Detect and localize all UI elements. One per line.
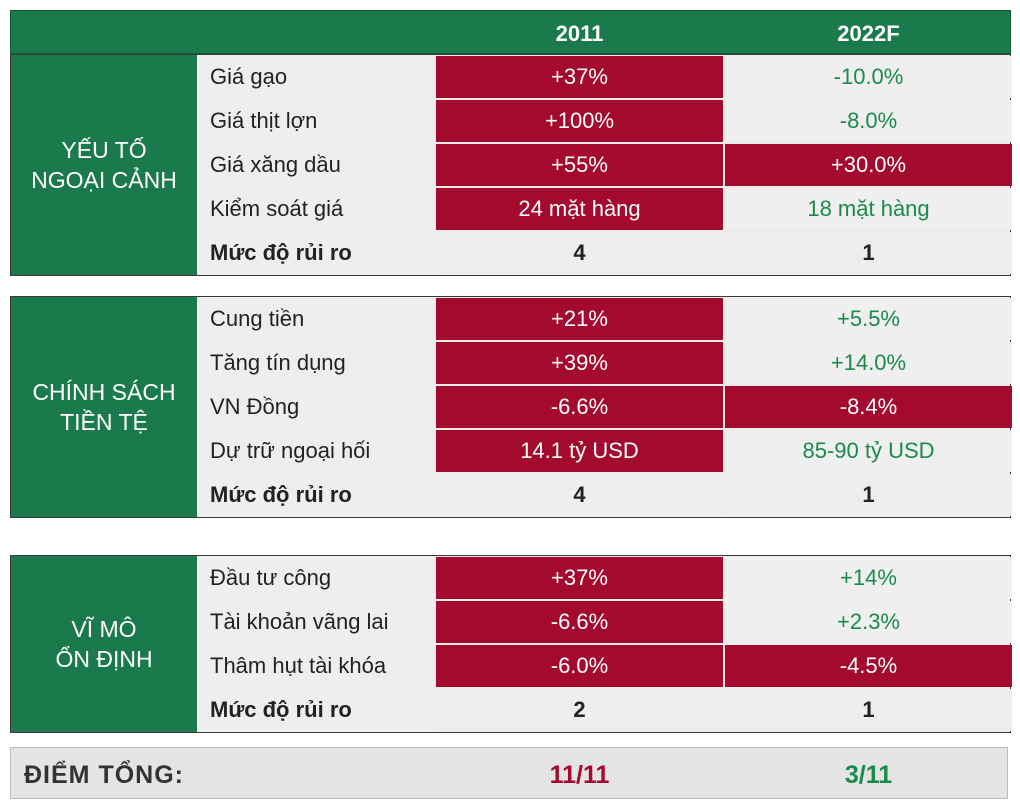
- table-row: Giá thịt lợn +100% -8.0%: [197, 99, 1012, 143]
- row-label: Thâm hụt tài khóa: [197, 644, 436, 688]
- row-label: Tăng tín dụng: [197, 341, 436, 385]
- value-2022f: 1: [725, 232, 1012, 274]
- value-2011: -6.0%: [436, 645, 723, 687]
- column-header-2022f: 2022F: [837, 21, 900, 46]
- value-2022f: 85-90 tỷ USD: [725, 430, 1012, 472]
- table-row: Đầu tư công +37% +14%: [197, 556, 1012, 600]
- value-2022f: +14.0%: [725, 342, 1012, 384]
- value-2022f: 1: [725, 689, 1012, 731]
- value-2011: 14.1 tỷ USD: [436, 430, 723, 472]
- value-2022f: 1: [725, 474, 1012, 516]
- value-2011: +39%: [436, 342, 723, 384]
- table-row: Cung tiền +21% +5.5%: [197, 297, 1012, 341]
- table-row: Giá gạo +37% -10.0%: [197, 55, 1012, 99]
- row-label: Giá xăng dầu: [197, 143, 436, 187]
- value-2022f: +30.0%: [725, 144, 1012, 186]
- row-label: Đầu tư công: [197, 556, 436, 600]
- table-row: Tăng tín dụng +39% +14.0%: [197, 341, 1012, 385]
- value-2022f: -10.0%: [725, 56, 1012, 98]
- value-2022f: 18 mặt hàng: [725, 188, 1012, 230]
- table-header: 2011 2022F: [10, 10, 1011, 54]
- value-2022f: +14%: [725, 557, 1012, 599]
- value-2022f: +2.3%: [725, 601, 1012, 643]
- row-label: Giá thịt lợn: [197, 99, 436, 143]
- table-row: Tài khoản vãng lai -6.6% +2.3%: [197, 600, 1012, 644]
- total-score-2022f: 3/11: [844, 761, 893, 789]
- value-2022f: -4.5%: [725, 645, 1012, 687]
- value-2011: +21%: [436, 298, 723, 340]
- row-label: Giá gạo: [197, 55, 436, 99]
- total-score-label: ĐIỂM TỔNG:: [24, 761, 184, 789]
- column-header-2011: 2011: [555, 21, 604, 46]
- section-block: CHÍNH SÁCH TIỀN TỆ Cung tiền +21% +5.5% Tăng…: [10, 296, 1012, 518]
- row-label: Dự trữ ngoại hối: [197, 429, 436, 473]
- value-2022f: +5.5%: [725, 298, 1012, 340]
- row-label: Kiểm soát giá: [197, 187, 436, 231]
- table-row: Kiểm soát giá 24 mặt hàng 18 mặt hàng: [197, 187, 1012, 231]
- value-2011: +37%: [436, 557, 723, 599]
- row-label: Mức độ rủi ro: [197, 688, 436, 732]
- value-2011: 4: [436, 232, 723, 274]
- table-row: Thâm hụt tài khóa -6.0% -4.5%: [197, 644, 1012, 688]
- value-2011: +100%: [436, 100, 723, 142]
- table-row: Mức độ rủi ro 4 1: [197, 231, 1012, 275]
- value-2011: +37%: [436, 56, 723, 98]
- row-label: Cung tiền: [197, 297, 436, 341]
- value-2022f: -8.0%: [725, 100, 1012, 142]
- value-2022f: -8.4%: [725, 386, 1012, 428]
- row-label: Mức độ rủi ro: [197, 231, 436, 275]
- total-score-2011: 11/11: [549, 761, 610, 789]
- value-2011: -6.6%: [436, 601, 723, 643]
- table-row: VN Đồng -6.6% -8.4%: [197, 385, 1012, 429]
- section-category-label: CHÍNH SÁCH TIỀN TỆ: [11, 297, 197, 517]
- section-category-label: YẾU TỐ NGOẠI CẢNH: [11, 55, 197, 275]
- table-row: Mức độ rủi ro 4 1: [197, 473, 1012, 517]
- value-2011: 24 mặt hàng: [436, 188, 723, 230]
- section-category-label: VĨ MÔ ỔN ĐỊNH: [11, 556, 197, 732]
- value-2011: +55%: [436, 144, 723, 186]
- total-score-row: ĐIỂM TỔNG: 11/11 3/11: [10, 747, 1008, 799]
- table-row: Mức độ rủi ro 2 1: [197, 688, 1012, 732]
- value-2011: 4: [436, 474, 723, 516]
- section-block: VĨ MÔ ỔN ĐỊNH Đầu tư công +37% +14% Tài khoả…: [10, 555, 1012, 733]
- row-label: Tài khoản vãng lai: [197, 600, 436, 644]
- section-block: YẾU TỐ NGOẠI CẢNH Giá gạo +37% -10.0% Giá th…: [10, 54, 1012, 276]
- table-row: Giá xăng dầu +55% +30.0%: [197, 143, 1012, 187]
- row-label: VN Đồng: [197, 385, 436, 429]
- value-2011: -6.6%: [436, 386, 723, 428]
- row-label: Mức độ rủi ro: [197, 473, 436, 517]
- value-2011: 2: [436, 689, 723, 731]
- table-row: Dự trữ ngoại hối 14.1 tỷ USD 85-90 tỷ USD: [197, 429, 1012, 473]
